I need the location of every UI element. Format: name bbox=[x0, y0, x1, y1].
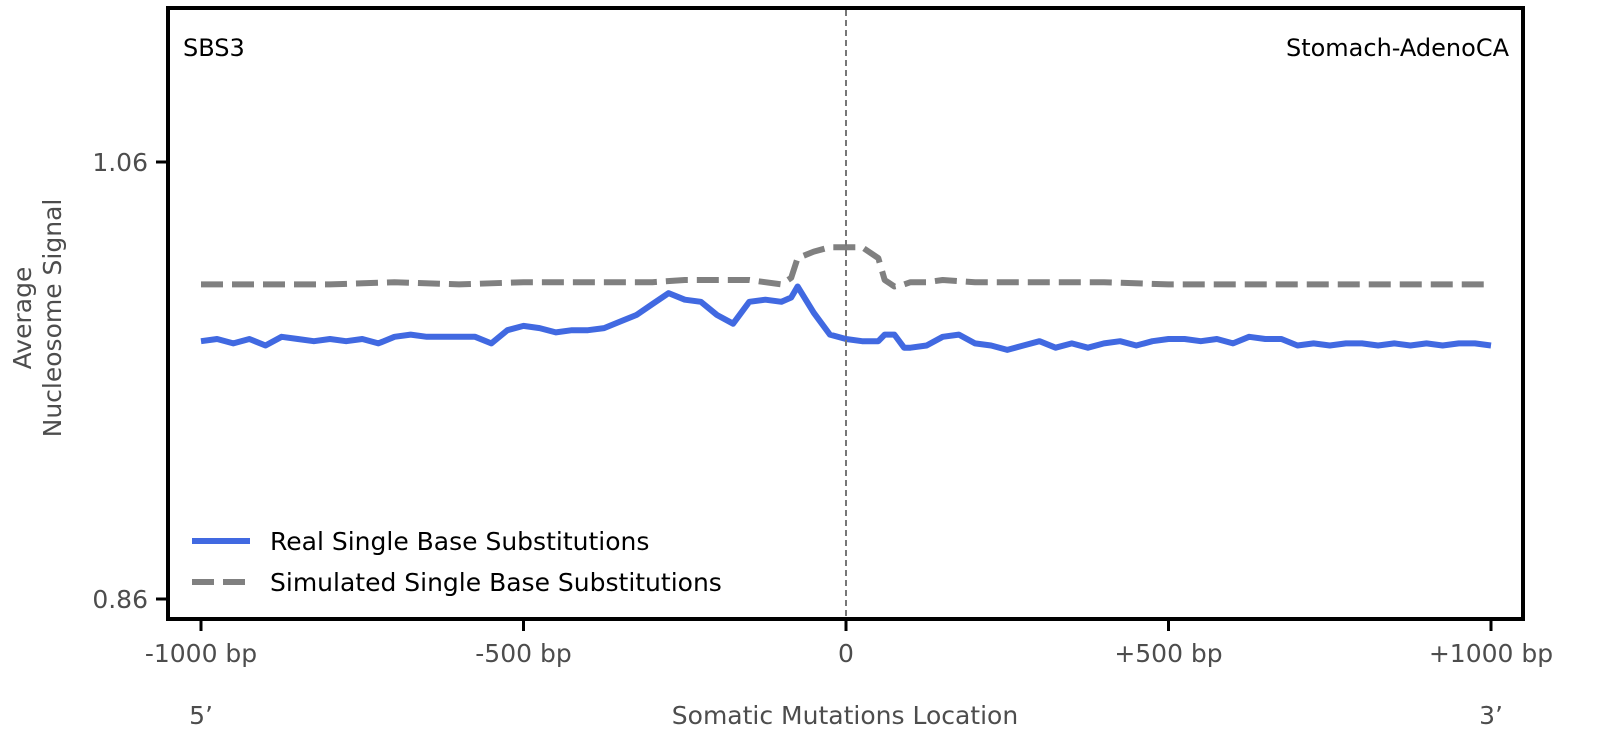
x-axis-title: Somatic Mutations Location bbox=[672, 701, 1018, 730]
y-axis-title-line1: Average bbox=[8, 267, 37, 370]
x-tick-label: +500 bp bbox=[1114, 639, 1222, 668]
x-tick-label: -500 bp bbox=[475, 639, 571, 668]
legend-label: Real Single Base Substitutions bbox=[270, 527, 649, 556]
y-tick-label: 1.06 bbox=[92, 148, 148, 177]
legend: Real Single Base Substitutions Simulated … bbox=[192, 527, 722, 597]
three-prime-label: 3’ bbox=[1479, 701, 1503, 730]
series-line-simulated bbox=[201, 244, 1491, 290]
five-prime-label: 5’ bbox=[189, 701, 213, 730]
y-tick-label: 0.86 bbox=[92, 585, 148, 614]
cancer-type-label: Stomach-AdenoCA bbox=[1286, 34, 1510, 62]
signature-label: SBS3 bbox=[183, 34, 245, 62]
x-tick-label: +1000 bp bbox=[1429, 639, 1553, 668]
x-tick-label: -1000 bp bbox=[145, 639, 257, 668]
y-axis-title-line2: Nucleosome Signal bbox=[38, 199, 67, 438]
x-tick-label: 0 bbox=[838, 639, 854, 668]
legend-label: Simulated Single Base Substitutions bbox=[270, 568, 722, 597]
series-line-real bbox=[200, 283, 1492, 353]
